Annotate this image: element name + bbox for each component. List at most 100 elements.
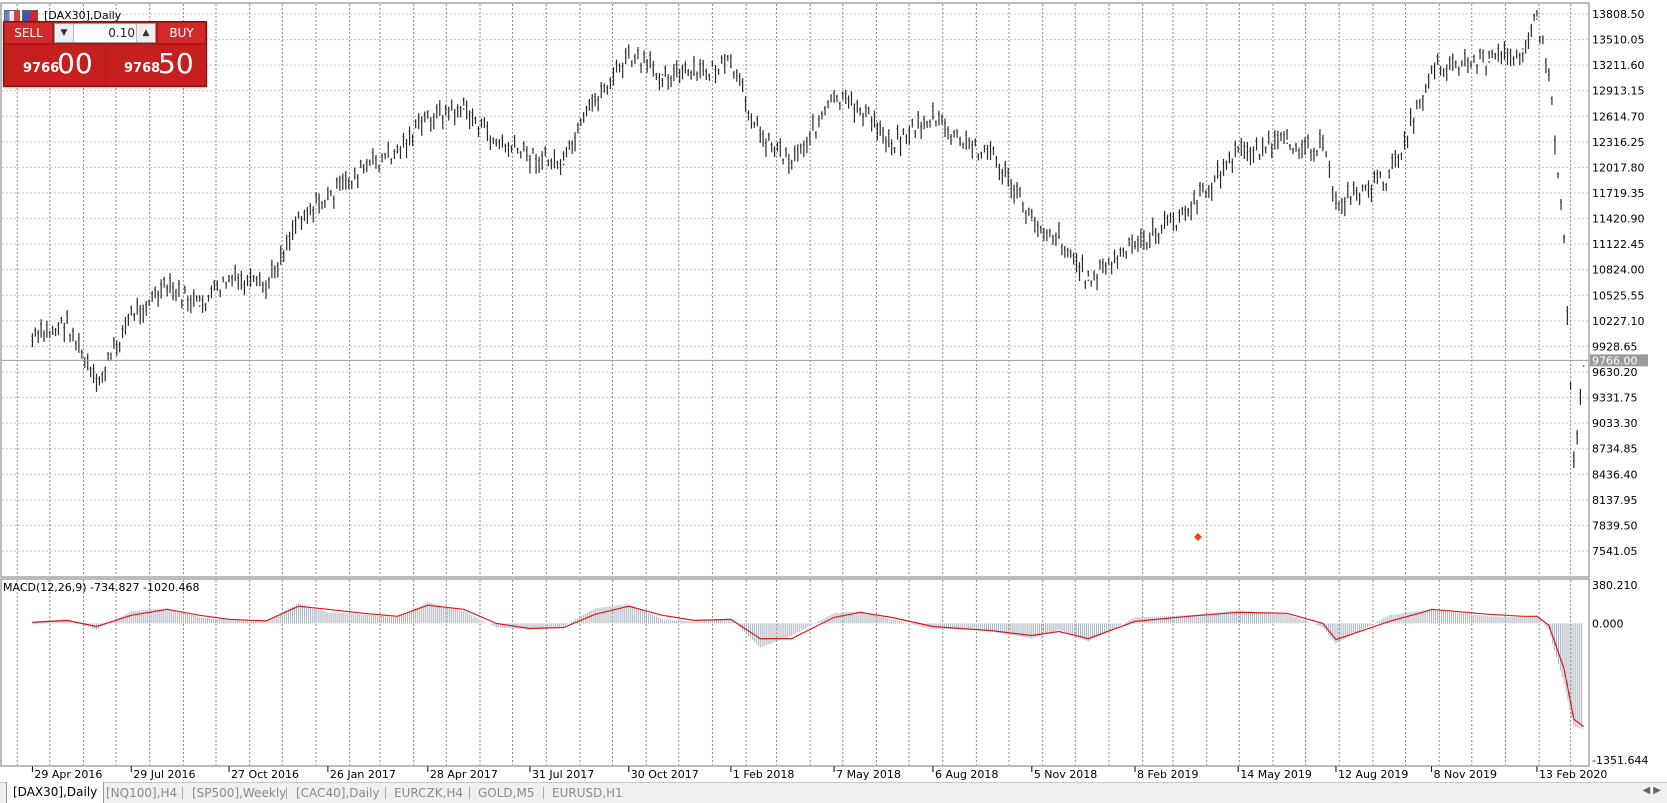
macd-panel-frame	[0, 578, 1590, 767]
macd-y-tick-label: 0.000	[1592, 617, 1624, 630]
price-point	[297, 215, 300, 217]
tab-eurusd-h1[interactable]: EURUSD,H1	[552, 786, 623, 800]
y-tick-label: 10525.55	[1592, 289, 1645, 302]
y-tick-label: 13211.60	[1592, 59, 1645, 72]
macd-y-tick-label: -1351.644	[1592, 754, 1648, 767]
y-tick-label: 13510.05	[1592, 34, 1645, 47]
price-point	[1031, 219, 1033, 222]
y-tick-label: 11420.90	[1592, 213, 1645, 226]
price-point	[1335, 202, 1337, 205]
tab-separator	[182, 787, 183, 799]
sell-button[interactable]: SELL	[5, 23, 52, 43]
price-point	[1388, 176, 1391, 179]
current-price-badge	[1590, 354, 1648, 367]
macd-indicator	[31, 602, 1585, 729]
price-point	[562, 163, 565, 166]
x-tick-label: 27 Oct 2016	[231, 768, 299, 781]
price-point	[594, 99, 596, 102]
tab-scroll-arrows-icon[interactable]: ◀ ▶	[1642, 785, 1661, 796]
macd-y-tick-label: 380.210	[1592, 579, 1638, 592]
price-point	[1430, 65, 1433, 67]
y-tick-label: 8137.95	[1592, 494, 1638, 507]
x-tick-label: 8 Nov 2019	[1434, 768, 1497, 781]
buy-button[interactable]: BUY	[158, 23, 205, 43]
x-tick-label: 26 Jan 2017	[330, 768, 396, 781]
price-point	[1563, 236, 1565, 239]
x-tick-label: 1 Feb 2018	[733, 768, 794, 781]
x-tick-label: 31 Jul 2017	[532, 768, 594, 781]
price-point	[95, 386, 98, 389]
price-point	[890, 142, 893, 145]
lot-size-input[interactable]	[75, 24, 135, 42]
price-point	[228, 279, 230, 282]
price-point	[1522, 48, 1524, 50]
ask-price-pips: 50	[158, 47, 194, 80]
price-point	[31, 339, 34, 342]
ask-price-main: 9768	[124, 61, 161, 76]
tab-gold-m5[interactable]: GOLD,M5	[478, 786, 535, 800]
price-point	[1134, 245, 1136, 247]
y-tick-label: 12614.70	[1592, 110, 1645, 123]
price-point	[1548, 73, 1550, 76]
one-click-trading-panel: SELL ▼ ▲ BUY 9766 00 9768 50	[3, 21, 207, 87]
tab-dax30-daily[interactable]: [DAX30],Daily	[6, 782, 105, 803]
macd-signal-line	[32, 604, 1585, 727]
tab-eurczk-h4[interactable]: EURCZK,H4	[394, 786, 464, 800]
price-point	[790, 159, 793, 162]
y-tick-label: 9033.30	[1592, 417, 1638, 430]
price-point	[1087, 279, 1090, 282]
x-tick-label: 13 Feb 2020	[1539, 768, 1607, 781]
price-point	[989, 151, 992, 153]
y-tick-label: 12913.15	[1592, 85, 1645, 98]
price-point	[1286, 142, 1288, 145]
bid-price-main: 9766	[23, 61, 60, 76]
price-point	[327, 198, 329, 200]
x-tick-label: 7 May 2018	[836, 768, 901, 781]
x-tick-label: 29 Jul 2016	[133, 768, 195, 781]
tab-sp500-weekly[interactable]: [SP500],Weekly	[192, 786, 287, 800]
price-point	[1536, 18, 1538, 20]
axes: 13808.50 13510.05 13211.60 12913.15 12614.70…	[31, 8, 1648, 781]
ask-price-button[interactable]: 9768 50	[106, 45, 206, 85]
lot-size-field[interactable]: ▼ ▲	[54, 23, 156, 43]
price-point	[529, 155, 531, 157]
price-point	[833, 99, 835, 102]
y-tick-label: 10227.10	[1592, 315, 1645, 328]
bid-price-pips: 00	[57, 47, 93, 80]
chart-background	[0, 0, 1667, 782]
price-point	[759, 133, 762, 136]
price-point	[1058, 236, 1060, 239]
tab-cac40-daily[interactable]: [CAC40],Daily	[296, 786, 380, 800]
chart-title: [DAX30],Daily	[44, 9, 122, 22]
x-tick-label: 28 Apr 2017	[430, 768, 498, 781]
y-tick-label: 7839.50	[1592, 519, 1638, 532]
price-point	[396, 151, 399, 153]
price-point	[627, 56, 630, 59]
tab-nq100-h4[interactable]: [NQ100],H4	[106, 786, 178, 800]
price-point	[932, 116, 934, 119]
price-point	[1237, 151, 1240, 153]
y-tick-label: 11719.35	[1592, 187, 1645, 200]
grid	[2, 4, 1588, 765]
y-tick-label: 13808.50	[1592, 8, 1645, 21]
price-point	[265, 288, 267, 290]
price-point	[166, 288, 168, 290]
price-point	[730, 65, 732, 67]
y-tick-label: 9630.20	[1592, 366, 1638, 379]
lot-increase-icon[interactable]: ▲	[136, 24, 155, 42]
x-tick-label: 14 May 2019	[1240, 768, 1312, 781]
price-point	[1187, 210, 1190, 213]
y-tick-label: 9928.65	[1592, 340, 1638, 353]
y-tick-label: 7541.05	[1592, 545, 1638, 558]
price-panel-frame	[0, 2, 1590, 578]
lot-decrease-icon[interactable]: ▼	[55, 24, 74, 42]
price-series	[2, 9, 1588, 469]
y-tick-label: 11122.45	[1592, 238, 1645, 251]
trade-marker	[1194, 533, 1202, 541]
y-tick-label: 12316.25	[1592, 136, 1645, 149]
bid-price-button[interactable]: 9766 00	[5, 45, 105, 85]
price-point	[693, 73, 695, 76]
y-tick-label: 12017.80	[1592, 161, 1645, 174]
chart-tab-bar: [DAX30],Daily [NQ100],H4 [SP500],Weekly …	[0, 782, 1667, 803]
